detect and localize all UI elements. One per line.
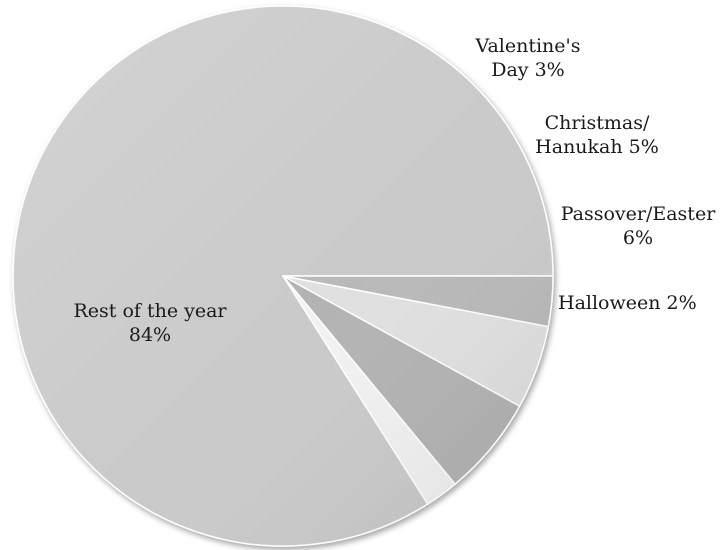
slice-label-halloween: Halloween 2% [558,292,697,314]
slice-label-christmas-hanukah: Christmas/ Hanukah 5% [535,112,659,158]
slice-label-rest-of-the-year: Rest of the year 84% [73,300,227,346]
slice-label-valentines-day: Valentine's Day 3% [475,35,581,81]
slice-label-passover-easter: Passover/Easter 6% [560,203,716,249]
